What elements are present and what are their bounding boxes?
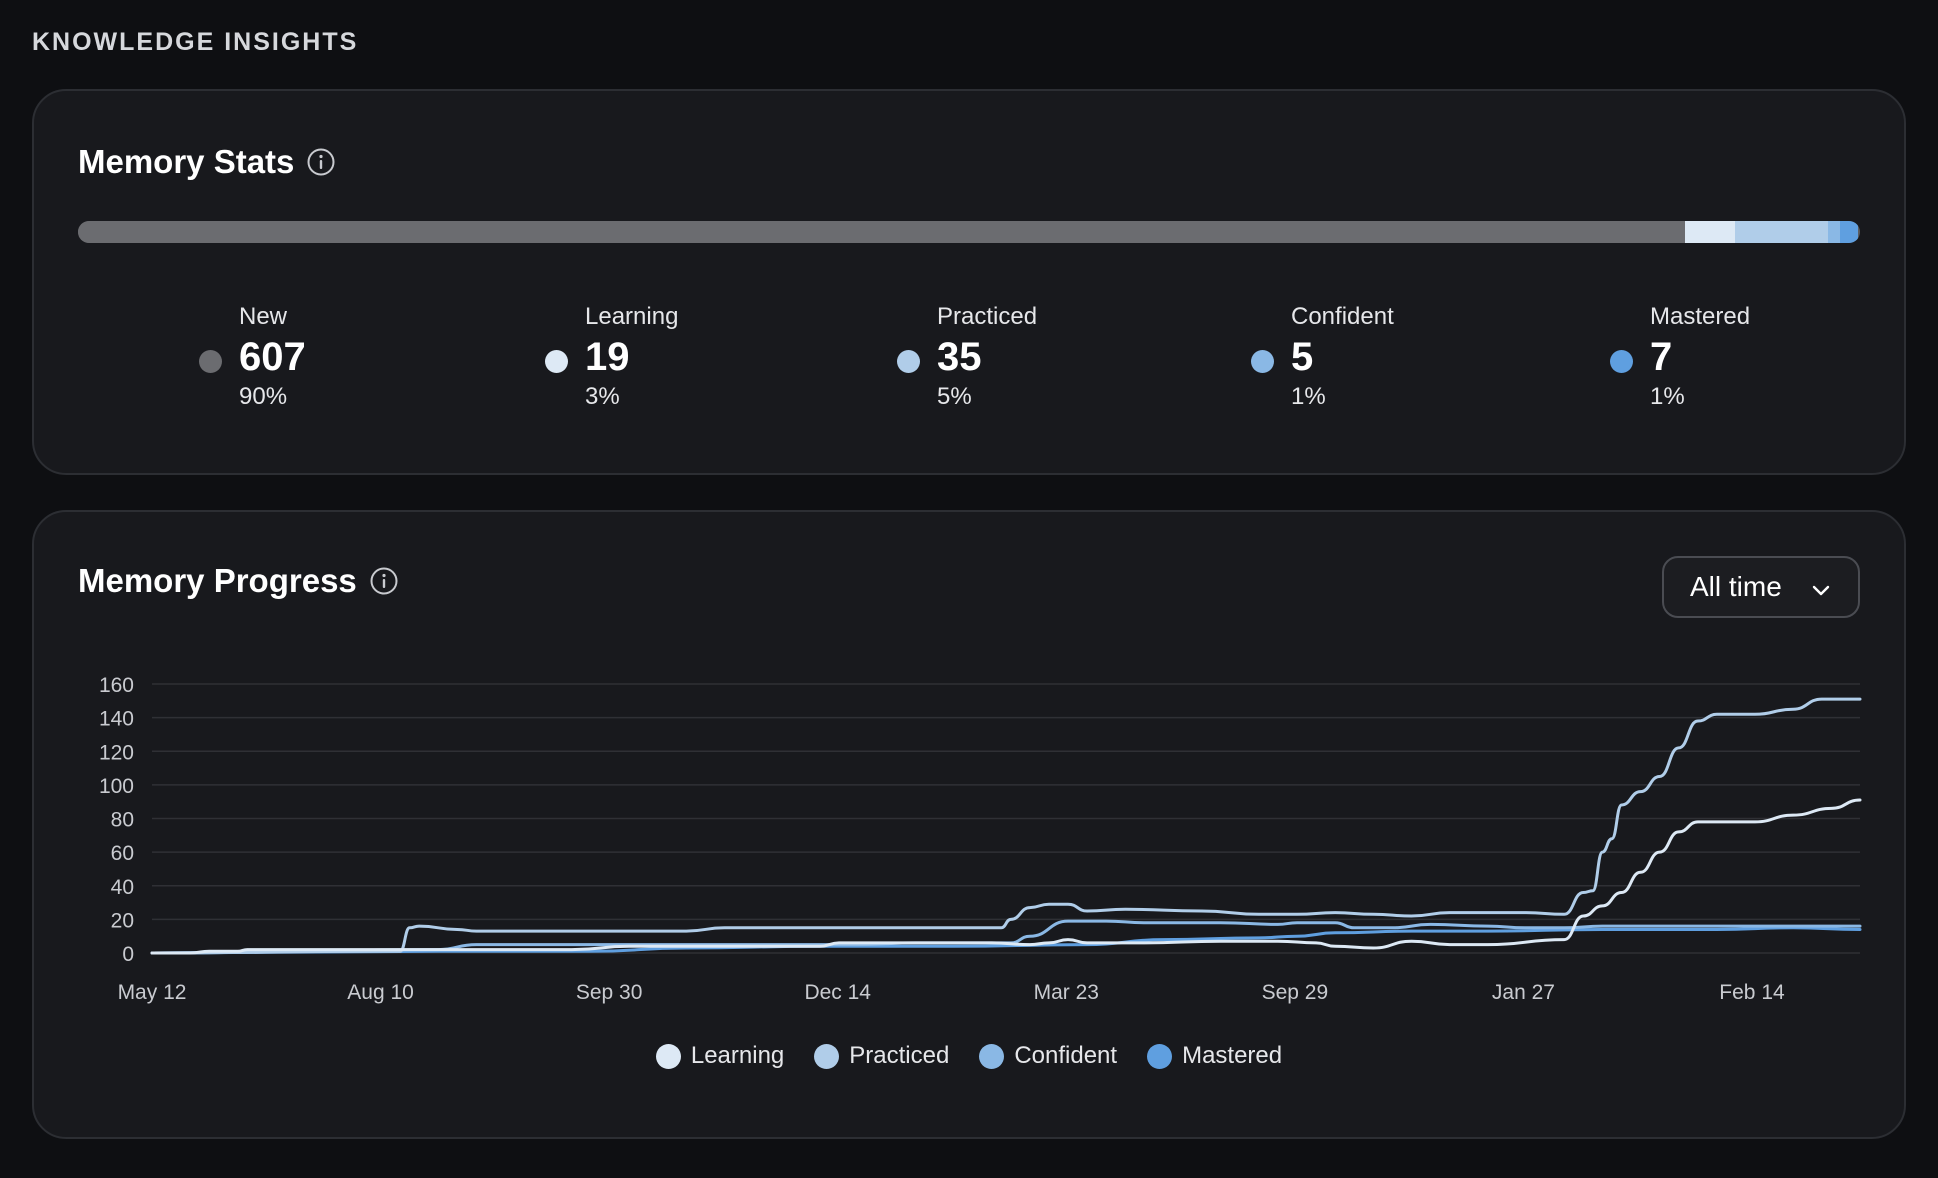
bar-segment-confident (1827, 221, 1841, 243)
x-tick-label: Sep 29 (1262, 981, 1329, 1004)
y-tick-label: 0 (122, 943, 134, 966)
memory-stats-title: Memory Stats (78, 143, 295, 180)
chart-legend: Learning Practiced Confident Mastered (34, 1042, 1904, 1070)
y-tick-label: 80 (111, 809, 134, 832)
chevron-down-icon (1810, 576, 1832, 598)
time-range-value: All time (1690, 571, 1782, 602)
stat-label: Learning (585, 303, 679, 330)
stat-percent: 1% (1650, 383, 1685, 410)
legend-label: Learning (690, 1042, 785, 1069)
section-title: KNOWLEDGE INSIGHTS (32, 28, 359, 56)
stat-confident: Confident 5 1% (1251, 303, 1394, 411)
legend-item-practiced[interactable]: Practiced (814, 1042, 949, 1070)
stat-count: 5 (1291, 335, 1314, 379)
legend-item-learning[interactable]: Learning (655, 1042, 785, 1070)
stat-label: New (239, 303, 288, 330)
stat-dot-practiced (897, 350, 920, 373)
memory-progress-title-row: Memory Progress (78, 562, 399, 600)
bar-segment-new (78, 221, 1686, 243)
stat-count: 607 (239, 335, 306, 379)
memory-stats-card: Memory Stats New 607 90% Learning 19 3% Practi… (32, 89, 1906, 475)
legend-item-mastered[interactable]: Mastered (1147, 1042, 1282, 1070)
x-tick-label: Jan 27 (1492, 981, 1555, 1004)
stat-count: 19 (585, 335, 630, 379)
y-tick-label: 120 (99, 741, 134, 764)
stat-dot-new (199, 350, 222, 373)
x-tick-label: May 12 (118, 981, 187, 1004)
stat-label: Confident (1291, 303, 1394, 330)
legend-label: Mastered (1182, 1042, 1283, 1069)
memory-progress-title: Memory Progress (78, 562, 357, 599)
stat-percent: 5% (937, 383, 972, 410)
y-tick-label: 100 (99, 775, 134, 798)
stat-count: 35 (937, 335, 982, 379)
y-tick-label: 20 (111, 909, 134, 932)
series-line-mastered (150, 926, 1862, 955)
bar-segment-mastered (1840, 221, 1859, 243)
y-tick-label: 60 (111, 842, 134, 865)
time-range-dropdown[interactable]: All time (1662, 556, 1860, 618)
stat-label: Mastered (1650, 303, 1751, 330)
stat-practiced: Practiced 35 5% (897, 303, 1038, 411)
legend-label: Practiced (849, 1042, 950, 1069)
x-tick-label: Aug 10 (347, 981, 414, 1004)
bar-segment-learning (1685, 221, 1736, 243)
legend-dot (814, 1043, 840, 1069)
x-tick-label: Sep 30 (576, 981, 643, 1004)
series-line-confident (150, 919, 1862, 955)
info-icon[interactable] (306, 147, 336, 177)
stat-count: 7 (1650, 335, 1673, 379)
memory-distribution-bar (78, 221, 1860, 243)
x-tick-label: Feb 14 (1719, 981, 1785, 1004)
memory-progress-card: Memory Progress All time 0 20 40 60 80 100 120… (32, 510, 1906, 1139)
legend-label: Confident (1014, 1042, 1118, 1069)
stat-learning: Learning 19 3% (545, 303, 679, 411)
y-tick-label: 140 (99, 708, 134, 731)
stat-mastered: Mastered 7 1% (1610, 303, 1751, 411)
stat-percent: 90% (239, 383, 288, 410)
legend-item-confident[interactable]: Confident (979, 1042, 1117, 1070)
y-tick-label: 40 (111, 876, 134, 899)
y-tick-label: 160 (99, 674, 134, 697)
x-tick-label: Dec 14 (804, 981, 871, 1004)
memory-progress-chart: 0 20 40 60 80 100 120 140 160 May 12 Aug 10 Sep 30 D… (99, 674, 1862, 1004)
series-line-learning (150, 798, 1862, 955)
info-icon[interactable] (369, 566, 399, 596)
stat-percent: 3% (585, 383, 620, 410)
x-tick-label: Mar 23 (1034, 981, 1099, 1004)
stat-dot-mastered (1610, 350, 1633, 373)
stat-dot-learning (545, 350, 568, 373)
legend-dot (979, 1043, 1005, 1069)
stat-label: Practiced (937, 303, 1038, 330)
memory-stats-title-row: Memory Stats (78, 143, 336, 181)
legend-dot (1147, 1043, 1173, 1069)
bar-segment-practiced (1735, 221, 1828, 243)
series-line-practiced (150, 697, 1862, 955)
stat-dot-confident (1251, 350, 1274, 373)
stat-percent: 1% (1291, 383, 1326, 410)
legend-dot (655, 1043, 681, 1069)
stat-new: New 607 90% (199, 303, 306, 411)
